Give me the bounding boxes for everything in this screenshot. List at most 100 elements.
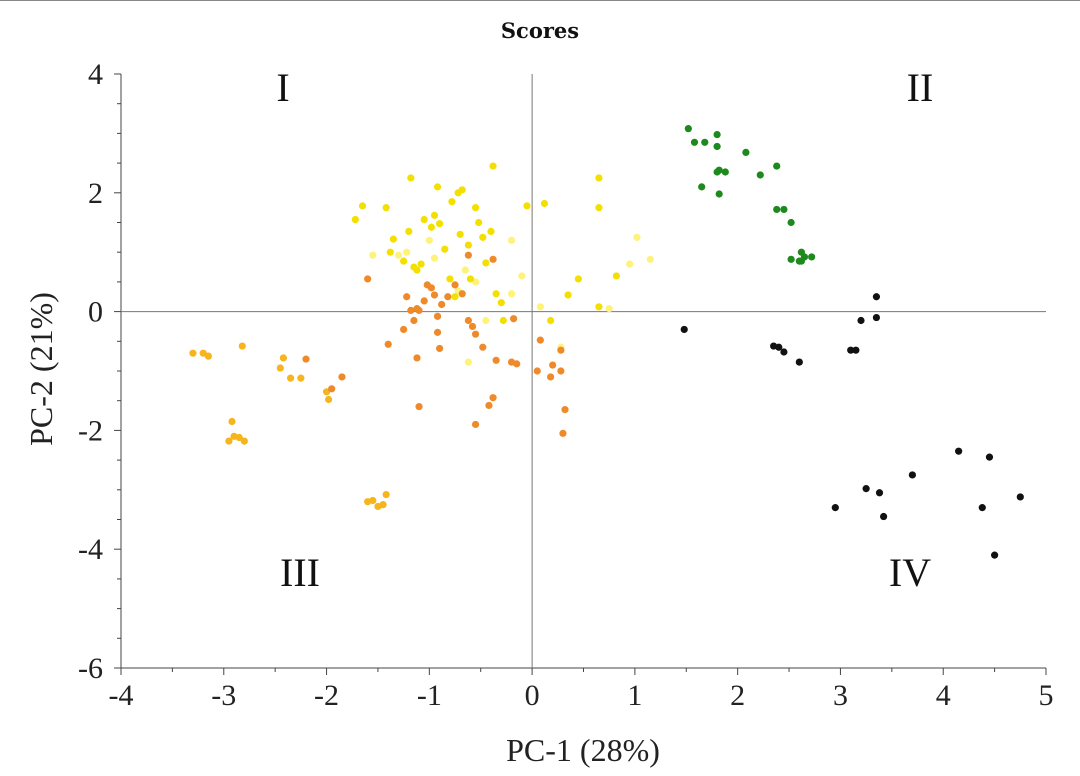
data-point xyxy=(386,248,394,256)
data-point xyxy=(557,346,565,354)
data-point xyxy=(847,346,855,354)
data-point xyxy=(407,306,415,315)
y-tick-label: -4 xyxy=(78,533,103,566)
data-point xyxy=(286,374,295,382)
quadrant-label-1: I xyxy=(276,65,289,110)
data-point xyxy=(557,367,565,375)
data-point xyxy=(492,356,500,364)
data-point xyxy=(364,275,372,283)
data-point xyxy=(438,300,446,309)
data-point xyxy=(595,174,603,182)
data-point xyxy=(471,330,480,338)
data-point xyxy=(458,186,466,194)
data-point xyxy=(448,198,456,206)
data-point xyxy=(742,148,750,157)
x-tick-label: 4 xyxy=(936,679,951,712)
data-point xyxy=(561,406,569,414)
data-point xyxy=(240,437,248,445)
data-point xyxy=(403,248,411,256)
data-point xyxy=(680,325,688,334)
chart-title: Scores xyxy=(501,18,579,43)
data-point xyxy=(468,322,477,331)
data-point xyxy=(433,312,442,320)
data-point xyxy=(487,227,495,236)
data-point xyxy=(400,257,408,265)
x-tick-label: -2 xyxy=(314,679,339,712)
data-point xyxy=(633,233,641,241)
data-point xyxy=(978,504,986,512)
data-point xyxy=(485,401,493,410)
quadrant-label-2: II xyxy=(907,65,934,110)
data-point xyxy=(701,138,709,146)
x-tick-label: 1 xyxy=(627,679,642,712)
data-point xyxy=(612,272,620,280)
data-point xyxy=(436,220,444,228)
series-gold xyxy=(189,342,390,511)
data-point xyxy=(433,183,442,191)
data-point xyxy=(713,130,721,139)
y-tick-label: 0 xyxy=(88,296,103,329)
data-point xyxy=(358,202,367,210)
data-point xyxy=(382,204,390,212)
data-point xyxy=(773,205,781,214)
data-point xyxy=(499,316,507,325)
data-point xyxy=(420,297,428,305)
data-point xyxy=(595,303,603,311)
data-points-group xyxy=(189,125,1024,559)
data-point xyxy=(436,344,444,353)
data-point xyxy=(427,223,435,231)
data-point xyxy=(444,293,452,301)
data-point xyxy=(547,373,555,381)
data-point xyxy=(540,199,549,208)
data-point xyxy=(464,358,472,366)
data-point xyxy=(415,306,423,315)
data-point xyxy=(773,162,781,170)
data-point xyxy=(189,349,197,357)
data-point xyxy=(507,290,516,298)
data-point xyxy=(684,125,692,133)
data-point xyxy=(787,255,795,263)
data-point xyxy=(466,275,475,283)
data-point xyxy=(464,316,472,325)
data-point xyxy=(235,433,243,442)
data-point xyxy=(559,429,567,437)
data-point xyxy=(795,358,803,366)
data-point xyxy=(955,447,963,455)
data-point xyxy=(713,168,721,176)
x-axis-label: PC-1 (28%) xyxy=(506,732,660,768)
x-tick-label: 3 xyxy=(833,679,848,712)
data-point xyxy=(646,255,654,263)
data-point xyxy=(325,395,333,404)
data-point xyxy=(1016,493,1024,501)
series-yellow xyxy=(351,162,620,325)
data-point xyxy=(713,142,721,151)
data-point xyxy=(908,471,916,479)
series-green xyxy=(684,125,816,265)
series-black xyxy=(680,293,1024,559)
data-point xyxy=(338,373,346,381)
data-point xyxy=(410,263,418,271)
data-point xyxy=(328,385,336,393)
data-point xyxy=(991,551,999,559)
data-point xyxy=(595,204,603,212)
x-tick-label: -3 xyxy=(211,679,236,712)
data-point xyxy=(430,291,439,299)
data-point xyxy=(430,211,439,219)
x-tick-label: 5 xyxy=(1039,679,1054,712)
data-point xyxy=(464,241,472,249)
data-point xyxy=(228,417,236,426)
data-point xyxy=(513,360,521,368)
data-point xyxy=(225,437,233,445)
data-point xyxy=(875,489,884,497)
data-point xyxy=(451,281,459,289)
data-point xyxy=(880,512,888,521)
data-point xyxy=(417,260,425,268)
data-point xyxy=(420,215,428,224)
data-point xyxy=(464,251,472,259)
data-point xyxy=(862,485,870,493)
data-point xyxy=(808,253,816,261)
series-light-yellow xyxy=(369,233,654,366)
data-point xyxy=(451,293,459,301)
